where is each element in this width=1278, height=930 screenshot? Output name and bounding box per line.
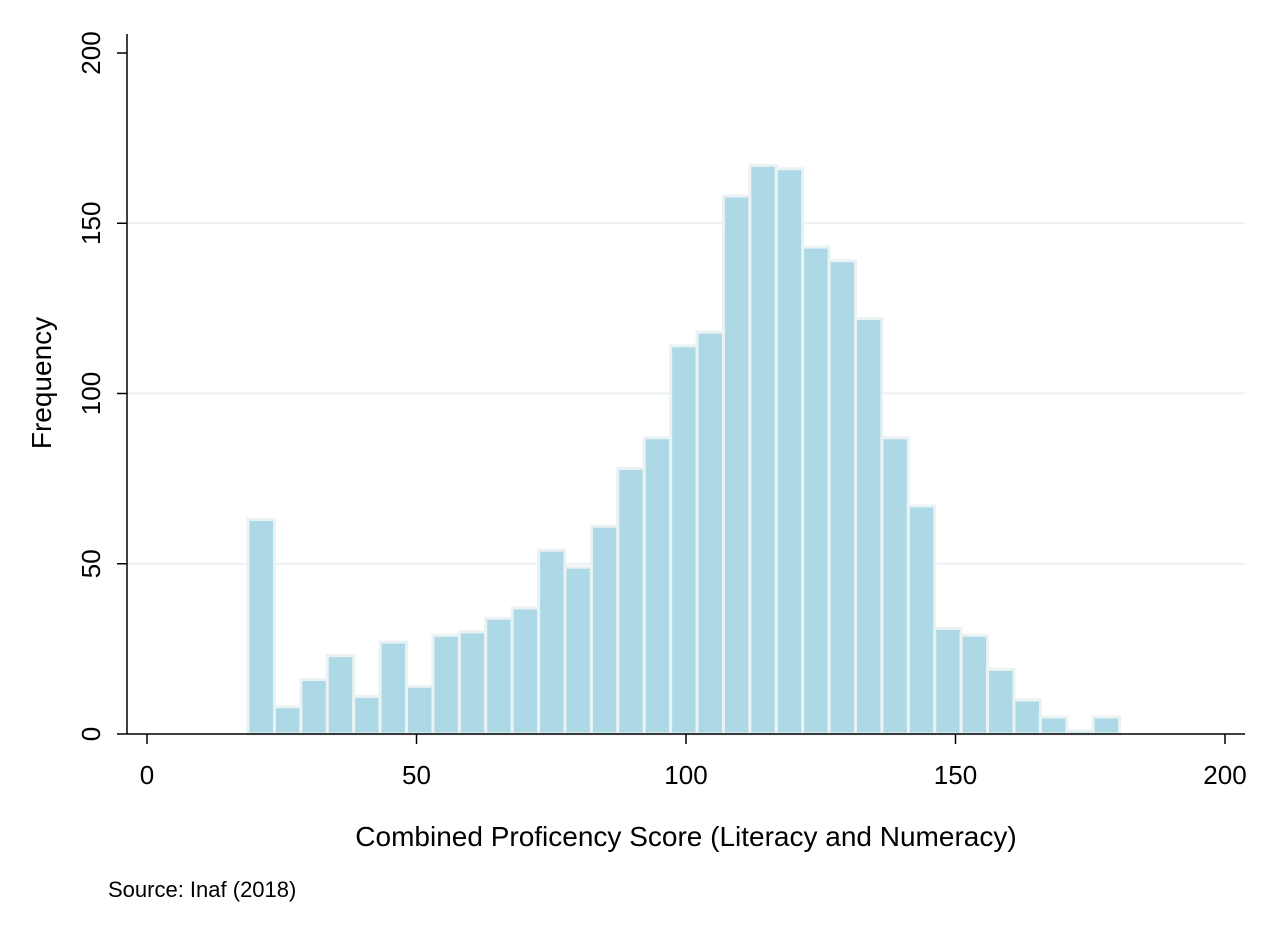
y-tick-label: 200: [76, 31, 106, 74]
histogram-bar: [669, 344, 699, 736]
histogram-bar: [906, 504, 937, 736]
histogram-bar: [748, 163, 778, 736]
histogram-bar: [325, 654, 356, 736]
y-tick-label: 0: [76, 727, 106, 741]
histogram-bar: [405, 684, 435, 736]
histogram-bar: [616, 466, 646, 736]
histogram-bar: [959, 633, 990, 736]
x-axis-ticks: 0 50 100 150 200: [140, 734, 1247, 790]
histogram-bar: [589, 524, 620, 736]
y-tick-label: 150: [76, 202, 106, 245]
histogram-bar: [510, 606, 541, 736]
histogram-bar: [537, 548, 567, 736]
histogram-bar: [933, 626, 963, 736]
histogram-bar: [563, 565, 593, 736]
histogram-bar: [827, 259, 858, 736]
histogram-bars: [246, 163, 1122, 736]
histogram-bar: [378, 640, 409, 736]
histogram-bar: [457, 630, 488, 736]
source-note: Source: Inaf (2018): [108, 877, 296, 902]
x-tick-label: 150: [934, 760, 977, 790]
histogram-bar: [880, 436, 910, 736]
histogram-bar: [1012, 698, 1042, 736]
x-tick-label: 50: [402, 760, 431, 790]
histogram-bar: [854, 317, 884, 736]
y-tick-label: 100: [76, 372, 106, 415]
histogram-bar: [299, 678, 329, 736]
histogram-bar: [642, 436, 673, 736]
histogram-bar: [774, 167, 805, 736]
y-tick-label: 50: [76, 549, 106, 578]
x-tick-label: 100: [664, 760, 707, 790]
x-tick-label: 200: [1203, 760, 1246, 790]
y-axis-ticks: 0 50 100 150 200: [76, 31, 127, 741]
histogram-bar: [986, 667, 1016, 736]
histogram-bar: [484, 616, 514, 736]
histogram-bar: [431, 633, 461, 736]
histogram-bar: [1038, 715, 1069, 736]
x-tick-label: 0: [140, 760, 154, 790]
histogram-bar: [272, 705, 303, 736]
y-axis-title: Frequency: [26, 317, 57, 449]
histogram-bar: [721, 194, 752, 736]
histogram-bar: [695, 330, 725, 736]
histogram-bar: [352, 695, 382, 736]
histogram-bar: [801, 245, 831, 736]
x-axis-title: Combined Proficency Score (Literacy and …: [355, 821, 1016, 852]
histogram-bar: [1091, 715, 1122, 736]
histogram-bar: [246, 517, 276, 736]
